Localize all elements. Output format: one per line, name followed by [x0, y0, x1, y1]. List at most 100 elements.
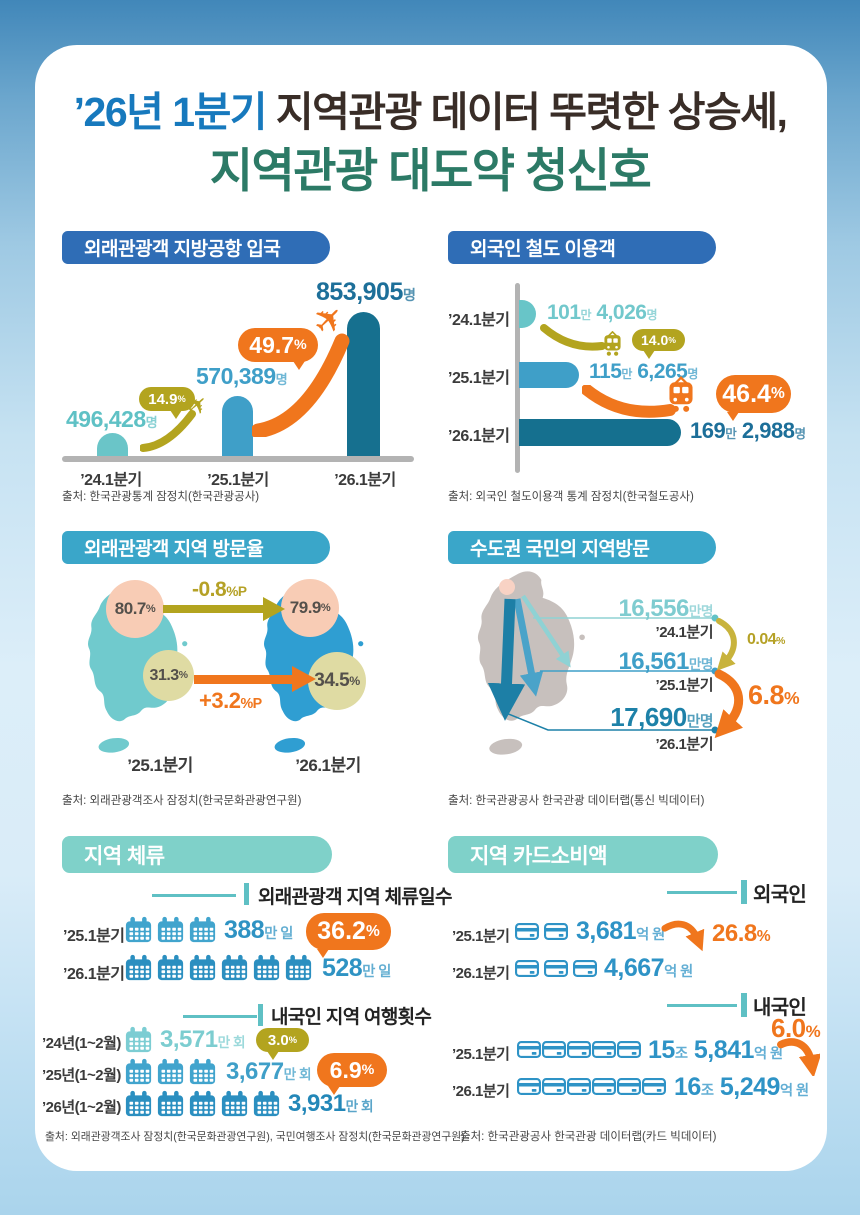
rail-growth-bubble-46-4: 46.4% [716, 375, 791, 421]
rail-label-2024: ’24.1분기 [448, 312, 510, 329]
credit-card-icon [542, 1041, 566, 1058]
subheader-trip-count: 내국인 지역 여행횟수 [271, 1007, 432, 1028]
section-header-capital: 수도권 국민의 지역방문 [448, 531, 716, 564]
rail-label-2025: ’25.1분기 [448, 370, 510, 387]
card-d-growth-arrow [777, 1038, 820, 1076]
card-icons-f-2025 [515, 923, 568, 940]
card-d-period-2025: ’25.1분기 [452, 1046, 510, 1063]
credit-card-icon [592, 1041, 616, 1058]
page-subtitle: 지역관광 대도약 청신호 [209, 144, 652, 197]
card-f-value-2025: 3,681억 원 [576, 917, 665, 945]
map-caption-2026: ’26.1분기 [295, 756, 361, 775]
credit-card-icon [515, 960, 539, 977]
credit-card-icon [517, 1041, 541, 1058]
x-axis-baseline [62, 456, 414, 462]
growth-swoosh-olive [140, 410, 196, 452]
value-2025: 570,389명 [196, 363, 288, 389]
bar-2025 [222, 396, 253, 456]
credit-card-icon [567, 1078, 591, 1095]
card-d-growth-6-0: 6.0% [771, 1013, 821, 1043]
page-title-highlight: ’26년 1분기 [73, 89, 268, 135]
card-f-growth-arrow [661, 920, 705, 952]
card-f-period-2026: ’26.1분기 [452, 965, 510, 982]
credit-card-icon [544, 960, 568, 977]
calendar-icon [285, 954, 312, 981]
flow-arrows [487, 579, 571, 721]
page-title-rest: 지역관광 데이터 뚜렷한 상승세, [266, 89, 788, 135]
subheader-domestic: 내국인 [753, 997, 807, 1019]
rail-value-2024: 101만 4,026명 [547, 301, 657, 324]
trip-calendar-icons-26 [125, 1089, 280, 1118]
credit-card-icon [542, 1078, 566, 1095]
capital-growth-6-8: 6.8% [748, 680, 800, 710]
calendar-icon [189, 1090, 216, 1117]
change-arrow-olive [163, 597, 285, 621]
source-airport: 출처: 한국관광통계 잠정치(한국관광공사) [62, 491, 260, 503]
calendar-icon [157, 916, 184, 943]
value-2026: 853,905명 [316, 278, 416, 306]
subheader-line-2 [183, 1015, 257, 1018]
calendar-icon [189, 954, 216, 981]
credit-card-icon [573, 960, 597, 977]
card-f-period-2025: ’25.1분기 [452, 928, 510, 945]
rail-value-2025: 115만 6,265명 [589, 360, 698, 383]
rail-label-2026: ’26.1분기 [448, 428, 510, 445]
credit-card-icon [642, 1078, 666, 1095]
capital-period-2024: ’24.1분기 [655, 624, 714, 641]
source-stay: 출처: 외래관광객조사 잠정치(한국문화관광연구원), 국민여행조사 잠정치(한… [45, 1131, 465, 1143]
rail-swoosh-orange [582, 385, 676, 418]
calendar-icon [125, 954, 152, 981]
trip-value-24: 3,571만 회 [160, 1026, 246, 1053]
rate-circle-top-2026: 79.9% [281, 579, 339, 637]
trip-calendar-icons-25 [125, 1057, 216, 1086]
card-f-value-2026: 4,667억 원 [604, 954, 693, 982]
subheader-bar-1 [244, 883, 249, 905]
trip-calendar-icons-24 [125, 1025, 152, 1054]
train-icon-orange [668, 376, 694, 414]
subheader-line-1 [152, 894, 236, 897]
stay-growth-bubble-36-2: 36.2% [306, 913, 391, 958]
card-icons-f-2026 [515, 960, 597, 977]
capital-period-2025: ’25.1분기 [655, 677, 714, 694]
stay-value-2026: 528만 일 [322, 954, 391, 982]
subheader-bar-foreign [741, 880, 747, 904]
calendar-icon [253, 1090, 280, 1117]
section-header-stay: 지역 체류 [62, 836, 332, 873]
x-label-2024: ’24.1분기 [80, 472, 142, 489]
capital-period-2026: ’26.1분기 [655, 736, 714, 753]
change-arrow-orange [194, 666, 316, 692]
rail-swoosh-olive [540, 324, 606, 351]
calendar-icon [157, 1090, 184, 1117]
rail-bar-2025 [519, 362, 579, 388]
trip-growth-bubble-6-9: 6.9% [317, 1053, 387, 1095]
calendar-icon [157, 1058, 184, 1085]
calendar-icon [157, 954, 184, 981]
card-icons-d-2025 [517, 1041, 641, 1058]
rate-circle-bottom-2025: 31.3% [143, 650, 194, 701]
y-axis-line [515, 283, 520, 473]
source-capital: 출처: 한국관광공사 한국관광 데이터랩(통신 빅데이터) [448, 795, 705, 807]
x-label-2025: ’25.1분기 [207, 472, 269, 489]
stay-period-2025: ’25.1분기 [63, 928, 125, 945]
credit-card-icon [567, 1041, 591, 1058]
section-header-rail: 외국인 철도 이용객 [448, 231, 716, 264]
capital-growth-0-04: 0.04% [747, 631, 785, 648]
rail-growth-bubble-14-0: 14.0% [632, 329, 685, 359]
subheader-line-domestic [667, 1004, 737, 1007]
trip-period-26: ’26년(1~2월) [42, 1099, 121, 1116]
calendar-icon [125, 1058, 152, 1085]
calendar-icon [125, 916, 152, 943]
growth-bubble-49-7: 49.7% [238, 328, 318, 370]
growth-swoosh-orange [252, 333, 350, 437]
calendar-icon [125, 1090, 152, 1117]
trip-value-25: 3,677만 회 [226, 1058, 312, 1085]
rail-bar-2026 [519, 419, 681, 446]
capital-value-2025: 16,561만명 [618, 648, 713, 675]
subheader-bar-2 [258, 1004, 263, 1026]
section-header-card: 지역 카드소비액 [448, 836, 718, 873]
credit-card-icon [544, 923, 568, 940]
card-icons-d-2026 [517, 1078, 666, 1095]
credit-card-icon [617, 1041, 641, 1058]
card-d-period-2026: ’26.1분기 [452, 1083, 510, 1100]
source-visit-rate: 출처: 외래관광객조사 잠정치(한국문화관광연구원) [62, 795, 302, 807]
